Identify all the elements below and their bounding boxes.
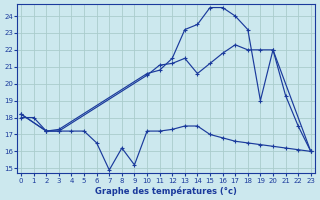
X-axis label: Graphe des températures (°c): Graphe des températures (°c) xyxy=(95,186,237,196)
